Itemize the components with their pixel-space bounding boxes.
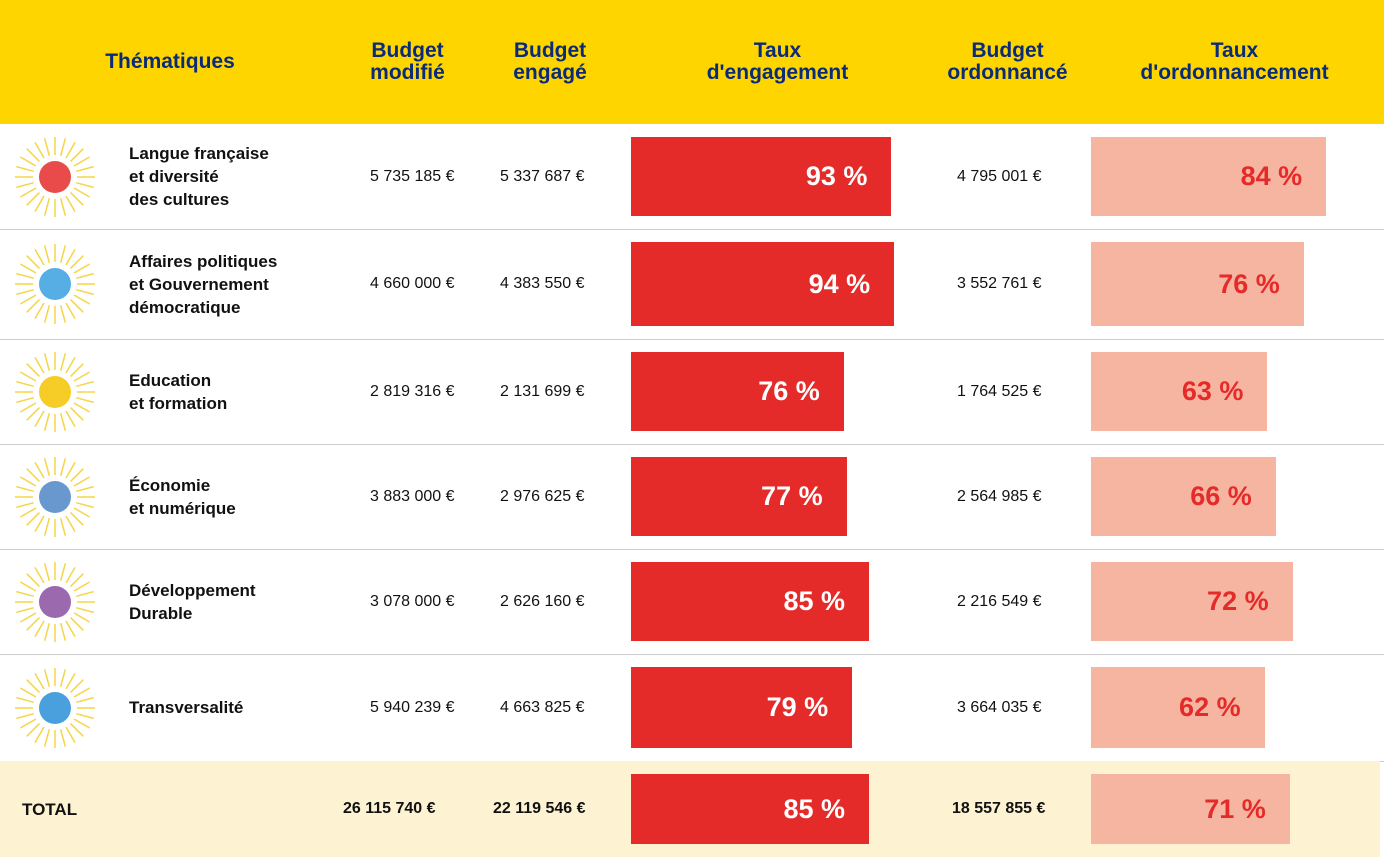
theme-icon [10, 347, 100, 437]
theme-name: Transversalité [129, 654, 339, 761]
budget-modifie: 5 940 239 € [370, 654, 455, 761]
theme-icon [10, 452, 100, 542]
budget-modifie: 4 660 000 € [370, 229, 455, 339]
budget-engage: 2 626 160 € [500, 549, 585, 654]
theme-icon [10, 132, 100, 222]
theme-icon [10, 239, 100, 329]
budget-engage: 4 383 550 € [500, 229, 585, 339]
theme-name: Education et formation [129, 339, 339, 444]
engagement-bar: 93 % [631, 137, 891, 216]
budget-ordonnance: 1 764 525 € [957, 339, 1042, 444]
ordonnancement-label: 71 % [1204, 794, 1266, 825]
ordonnancement-label: 63 % [1182, 376, 1244, 407]
engagement-label: 94 % [809, 269, 871, 300]
budget-engage: 22 119 546 € [493, 761, 586, 857]
ordonnancement-label: 66 % [1190, 481, 1252, 512]
ordonnancement-bar: 71 % [1091, 774, 1290, 844]
budget-modifie: 26 115 740 € [343, 761, 436, 857]
ordonnancement-bar: 84 % [1091, 137, 1326, 216]
budget-engage: 5 337 687 € [500, 124, 585, 229]
column-header: Taux d'engagement [625, 0, 930, 124]
column-header: Thématiques [0, 0, 340, 124]
ordonnancement-label: 62 % [1179, 692, 1241, 723]
column-header: Budget ordonnancé [930, 0, 1085, 124]
engagement-label: 85 % [783, 586, 845, 617]
engagement-label: 77 % [761, 481, 823, 512]
theme-name: Affaires politiques et Gouvernement démo… [129, 229, 339, 339]
theme-icon [10, 557, 100, 647]
budget-modifie: 3 883 000 € [370, 444, 455, 549]
budget-table: ThématiquesBudget modifiéBudget engagéTa… [0, 0, 1384, 857]
engagement-bar: 85 % [631, 774, 869, 844]
engagement-label: 93 % [806, 161, 868, 192]
engagement-label: 76 % [758, 376, 820, 407]
budget-engage: 2 131 699 € [500, 339, 585, 444]
budget-ordonnance: 4 795 001 € [957, 124, 1042, 229]
engagement-label: 79 % [767, 692, 829, 723]
engagement-bar: 85 % [631, 562, 869, 641]
budget-modifie: 5 735 185 € [370, 124, 455, 229]
engagement-bar: 94 % [631, 242, 894, 326]
column-header: Taux d'ordonnancement [1085, 0, 1384, 124]
ordonnancement-bar: 76 % [1091, 242, 1304, 326]
theme-name: TOTAL [22, 761, 232, 857]
engagement-label: 85 % [783, 794, 845, 825]
theme-name: Langue française et diversité des cultur… [129, 124, 339, 229]
ordonnancement-bar: 72 % [1091, 562, 1293, 641]
engagement-bar: 76 % [631, 352, 844, 431]
theme-icon [10, 663, 100, 753]
ordonnancement-bar: 62 % [1091, 667, 1265, 748]
budget-engage: 4 663 825 € [500, 654, 585, 761]
budget-ordonnance: 2 216 549 € [957, 549, 1042, 654]
budget-ordonnance: 3 664 035 € [957, 654, 1042, 761]
ordonnancement-label: 72 % [1207, 586, 1269, 617]
column-header: Budget modifié [340, 0, 475, 124]
engagement-bar: 79 % [631, 667, 852, 748]
theme-name: Développement Durable [129, 549, 339, 654]
ordonnancement-label: 76 % [1218, 269, 1280, 300]
theme-name: Économie et numérique [129, 444, 339, 549]
budget-engage: 2 976 625 € [500, 444, 585, 549]
budget-ordonnance: 18 557 855 € [952, 761, 1045, 857]
column-header: Budget engagé [475, 0, 625, 124]
budget-modifie: 2 819 316 € [370, 339, 455, 444]
budget-ordonnance: 3 552 761 € [957, 229, 1042, 339]
engagement-bar: 77 % [631, 457, 847, 536]
budget-ordonnance: 2 564 985 € [957, 444, 1042, 549]
ordonnancement-bar: 63 % [1091, 352, 1267, 431]
ordonnancement-bar: 66 % [1091, 457, 1276, 536]
budget-modifie: 3 078 000 € [370, 549, 455, 654]
ordonnancement-label: 84 % [1241, 161, 1303, 192]
